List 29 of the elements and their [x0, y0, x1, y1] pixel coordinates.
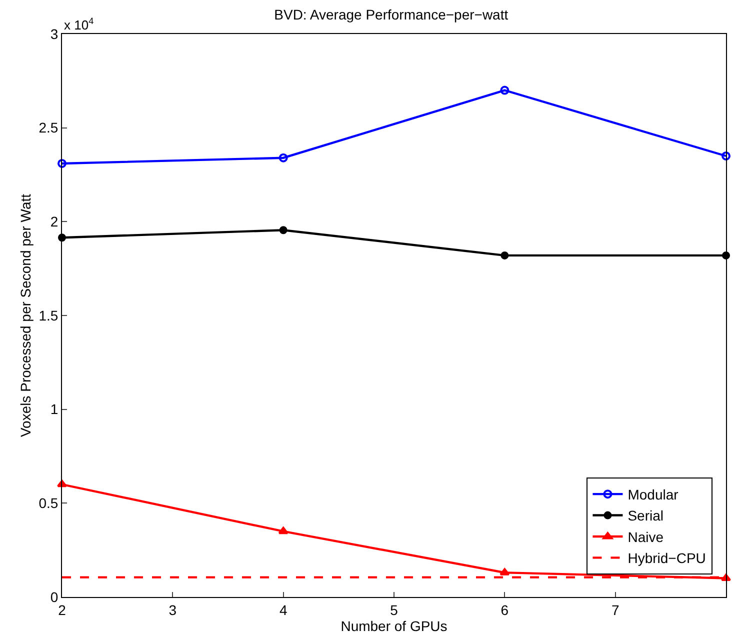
point	[500, 251, 509, 260]
x-tick-label: 7	[611, 602, 620, 618]
chart-title: BVD: Average Performance−per−watt	[274, 6, 508, 22]
legend-label: Modular	[628, 486, 679, 503]
x-tick-label: 3	[168, 602, 177, 618]
y-axis-title: Voxels Processed per Second per Watt	[17, 194, 34, 438]
point	[279, 226, 288, 234]
legend-label: Serial	[628, 508, 664, 524]
point	[278, 526, 288, 534]
point	[58, 158, 66, 168]
y-tick-label: 2	[50, 214, 58, 230]
y-tick-label: 1	[50, 401, 58, 418]
point	[500, 568, 510, 576]
y-tick-label: 0	[50, 588, 58, 605]
x-tick-label: 5	[390, 602, 398, 618]
point	[722, 151, 730, 160]
point	[500, 86, 510, 95]
y-tick-label: 3	[50, 26, 58, 42]
point	[722, 251, 730, 260]
y-tick-label: 2.5	[38, 120, 58, 136]
legend-label: Naive	[628, 528, 664, 545]
point	[278, 153, 288, 162]
legend-label: Hybrid−CPU	[628, 550, 706, 566]
x-axis-title: Number of GPUs	[340, 618, 448, 634]
x-tick-label: 4	[279, 602, 288, 618]
text: x 10$^{4}$	[64, 16, 94, 32]
y-tick-label: 0.5	[38, 495, 58, 512]
y-tick-label: 1.5	[38, 307, 58, 324]
x-tick-label: 6	[500, 602, 509, 618]
